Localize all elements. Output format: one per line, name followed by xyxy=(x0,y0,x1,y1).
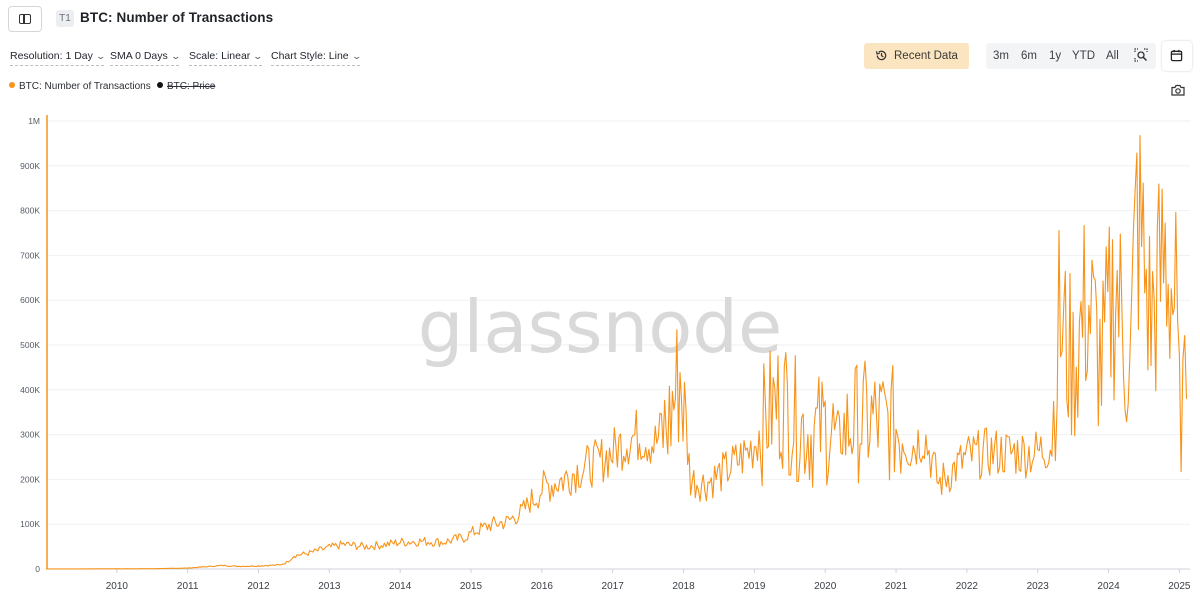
legend-item-price[interactable]: BTC: Price xyxy=(157,81,215,92)
chevron-down-icon: ⌄ xyxy=(95,51,106,61)
y-tick-label: 400K xyxy=(20,385,40,395)
y-tick-label: 300K xyxy=(20,430,40,440)
sidebar-toggle-button[interactable] xyxy=(8,6,42,32)
y-tick-label: 0 xyxy=(35,564,40,574)
y-tick-label: 200K xyxy=(20,474,40,484)
legend-label: BTC: Number of Transactions xyxy=(19,81,151,92)
x-tick-label: 2023 xyxy=(1027,581,1050,592)
page-title: BTC: Number of Transactions xyxy=(80,10,274,25)
y-axis: 0 100K 200K 300K 400K 500K 600K 700K 800K 900K 1M xyxy=(20,116,40,574)
recent-data-label: Recent Data xyxy=(894,50,958,62)
y-tick-label: 1M xyxy=(28,116,40,126)
range-3m-button[interactable]: 3m xyxy=(993,50,1009,62)
grid-lines xyxy=(46,120,1190,573)
resolution-dropdown[interactable]: Resolution: 1 Day ⌄ xyxy=(10,50,106,66)
y-tick-label: 600K xyxy=(20,295,40,305)
sidebar-toggle-icon xyxy=(19,14,31,24)
zoom-search-icon[interactable] xyxy=(1134,48,1148,62)
sma-label: SMA 0 Days xyxy=(110,50,168,62)
chart-legend: BTC: Number of Transactions BTC: Price xyxy=(0,78,1200,96)
y-tick-label: 700K xyxy=(20,250,40,260)
recent-data-button[interactable]: Recent Data xyxy=(864,43,969,69)
x-tick-label: 2010 xyxy=(106,581,129,592)
range-ytd-button[interactable]: YTD xyxy=(1072,50,1095,62)
chevron-down-icon: ⌄ xyxy=(351,51,362,61)
chevron-down-icon: ⌄ xyxy=(252,51,264,61)
legend-item-transactions[interactable]: BTC: Number of Transactions xyxy=(9,81,151,92)
camera-icon[interactable] xyxy=(1171,84,1185,96)
chart-controls: Resolution: 1 Day ⌄ SMA 0 Days ⌄ Scale: Li… xyxy=(0,41,1200,72)
x-tick-label: 2011 xyxy=(177,581,199,592)
x-tick-label: 2018 xyxy=(672,581,695,592)
x-tick-label: 2025 xyxy=(1168,581,1191,592)
x-tick-label: 2019 xyxy=(743,581,766,592)
range-1y-button[interactable]: 1y xyxy=(1049,50,1062,62)
x-tick-label: 2021 xyxy=(885,581,908,592)
sma-dropdown[interactable]: SMA 0 Days ⌄ xyxy=(110,50,181,66)
range-6m-button[interactable]: 6m xyxy=(1021,50,1037,62)
x-tick-label: 2013 xyxy=(318,581,341,592)
chart-style-dropdown[interactable]: Chart Style: Line ⌄ xyxy=(271,50,362,66)
series-line xyxy=(46,135,1188,570)
x-tick-label: 2012 xyxy=(247,581,270,592)
time-range-group: 3m 6m 1y YTD All xyxy=(986,43,1156,69)
x-tick-label: 2020 xyxy=(814,581,837,592)
x-tick-label: 2022 xyxy=(956,581,979,592)
x-axis: 2010 2011 2012 2013 2014 2015 2016 2017 2018 2019… xyxy=(106,581,1191,592)
resolution-label: Resolution: 1 Day xyxy=(10,50,93,62)
range-all-button[interactable]: All xyxy=(1106,50,1119,62)
x-tick-label: 2017 xyxy=(602,581,625,592)
scale-label: Scale: Linear xyxy=(189,50,251,62)
chart-plot: glassnode 0 100K 200K 300K 400K 500K 600K 700K 8… xyxy=(20,115,1191,592)
y-tick-label: 500K xyxy=(20,340,40,350)
y-tick-label: 900K xyxy=(20,161,40,171)
y-tick-label: 800K xyxy=(20,206,40,216)
legend-dot xyxy=(157,82,163,88)
header-bar: T1 BTC: Number of Transactions xyxy=(0,0,1200,38)
history-icon xyxy=(875,50,887,61)
y-tick-label: 100K xyxy=(20,519,40,529)
watermark: glassnode xyxy=(418,285,783,369)
x-tick-label: 2014 xyxy=(389,581,412,592)
chevron-down-icon: ⌄ xyxy=(170,51,181,61)
calendar-icon xyxy=(1170,49,1183,62)
calendar-button[interactable] xyxy=(1162,41,1192,71)
chart-style-label: Chart Style: Line xyxy=(271,50,349,62)
legend-label: BTC: Price xyxy=(167,81,216,92)
x-tick-label: 2015 xyxy=(460,581,483,592)
tier-badge: T1 xyxy=(56,10,74,27)
legend-dot xyxy=(9,82,15,88)
x-tick-label: 2024 xyxy=(1097,581,1120,592)
x-tick-label: 2016 xyxy=(531,581,554,592)
series-layer xyxy=(46,115,1188,570)
scale-dropdown[interactable]: Scale: Linear ⌄ xyxy=(189,50,264,66)
